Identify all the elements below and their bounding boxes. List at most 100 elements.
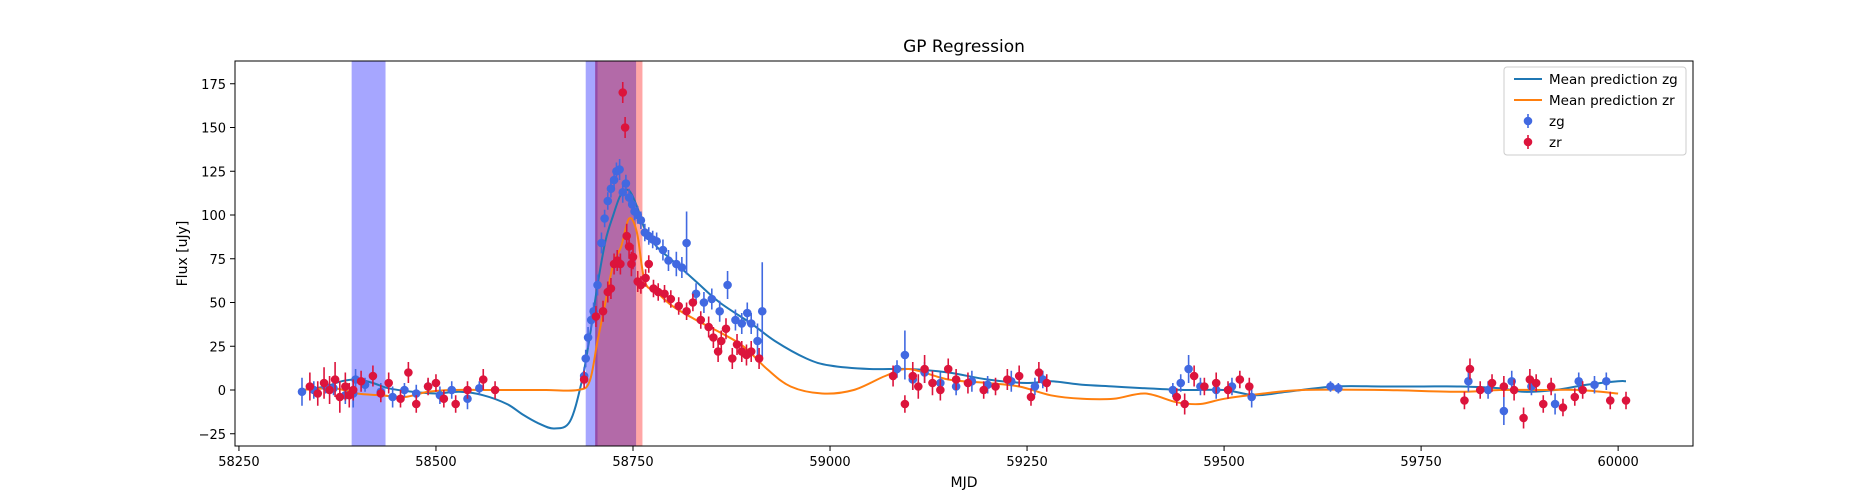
x-tick-label: 59250 [1006, 455, 1047, 470]
data-point-zr [674, 297, 684, 315]
data-point-zr [888, 365, 898, 387]
data-point-zr [384, 372, 393, 394]
data-point-zr [1475, 381, 1485, 399]
marker-zg [636, 215, 646, 225]
data-point-zg [1326, 381, 1335, 392]
marker-zg [475, 383, 484, 393]
data-point-zr [696, 311, 706, 329]
data-point-zg [1590, 376, 1599, 394]
marker-zr [628, 252, 638, 262]
marker-zr [1558, 403, 1568, 412]
marker-zr [411, 399, 421, 409]
data-point-zr [1525, 369, 1535, 390]
data-point-zr [688, 293, 698, 312]
marker-zg [658, 245, 668, 255]
data-point-zr [396, 390, 405, 408]
marker-zg [1184, 364, 1193, 374]
marker-zg [691, 289, 701, 299]
data-point-zr [1531, 374, 1541, 392]
legend-item-mean-prediction-zg: Mean prediction zg [1514, 72, 1678, 88]
y-tick-label: 125 [201, 165, 226, 180]
marker-zg [618, 187, 628, 197]
marker-zr [1621, 396, 1631, 405]
data-point-zr [579, 370, 589, 389]
data-point-zr [305, 372, 315, 401]
data-point-zr [616, 253, 625, 275]
marker-zg [603, 196, 613, 206]
marker-zg [400, 385, 409, 395]
data-point-zr [963, 372, 973, 394]
marker-zr [1235, 375, 1245, 384]
points-layer [297, 82, 1631, 429]
marker-zg [707, 294, 717, 304]
data-point-zr [1570, 388, 1580, 406]
data-point-zr [721, 318, 731, 340]
data-point-zr [1605, 391, 1615, 410]
marker-zr [641, 273, 650, 283]
marker-zr [368, 371, 378, 381]
marker-zr [305, 382, 315, 391]
data-point-zg [1334, 383, 1343, 394]
marker-zr [463, 385, 472, 395]
marker-zr [1578, 385, 1587, 395]
data-point-zr [628, 244, 638, 270]
marker-zr [1042, 378, 1052, 388]
data-point-zr [1519, 407, 1528, 429]
data-point-zr [908, 362, 918, 390]
y-tick-label: 150 [201, 122, 226, 137]
marker-zr [704, 322, 713, 332]
marker-zr [404, 368, 413, 377]
data-point-zr [356, 370, 366, 392]
marker-zg [1574, 376, 1584, 386]
x-tick-label: 58750 [612, 455, 653, 470]
marker-zr [451, 399, 460, 409]
marker-zr [943, 364, 953, 374]
data-point-zr [1211, 372, 1221, 394]
data-point-zg [597, 232, 606, 254]
data-point-zr [463, 381, 472, 399]
data-point-zr [900, 395, 910, 413]
x-tick-label: 58250 [218, 455, 259, 470]
marker-zr [1026, 392, 1036, 402]
data-point-zr [709, 327, 718, 348]
marker-zr [716, 336, 726, 346]
marker-zr [1487, 378, 1497, 388]
data-point-zr [666, 290, 676, 308]
marker-zg [753, 336, 762, 346]
data-point-zr [920, 355, 929, 383]
data-point-zg [388, 386, 397, 408]
data-point-zr [713, 341, 723, 362]
marker-zr [696, 315, 706, 325]
marker-zg [715, 306, 724, 316]
legend: Mean prediction zg Mean prediction zr zg zr [1503, 66, 1687, 156]
marker-zg [581, 354, 591, 363]
data-point-zr [478, 369, 488, 390]
marker-zr [490, 385, 500, 395]
marker-zr [721, 324, 731, 334]
marker-zg [677, 263, 687, 272]
marker-zr [1034, 368, 1044, 377]
marker-zr [963, 378, 973, 388]
data-point-zr [979, 381, 989, 399]
data-point-zg [581, 349, 591, 368]
marker-zr [313, 389, 323, 398]
marker-zg [388, 392, 397, 402]
marker-zg [600, 214, 609, 223]
marker-zg [615, 165, 624, 174]
data-point-zr [682, 302, 691, 320]
data-point-zr [1558, 398, 1568, 417]
data-point-zr [1034, 362, 1044, 383]
data-point-zr [754, 348, 764, 369]
marker-zr [1465, 364, 1475, 374]
marker-zr [1499, 382, 1509, 391]
marker-zg [1334, 383, 1343, 393]
marker-zr [1189, 371, 1199, 381]
data-point-zr [451, 395, 460, 413]
marker-zg [699, 298, 709, 307]
legend-item-mean-prediction-zr: Mean prediction zr [1514, 93, 1675, 109]
marker-zr [1172, 392, 1182, 402]
marker-zr [908, 371, 918, 381]
data-point-zr [325, 376, 334, 404]
marker-zr [688, 298, 698, 307]
